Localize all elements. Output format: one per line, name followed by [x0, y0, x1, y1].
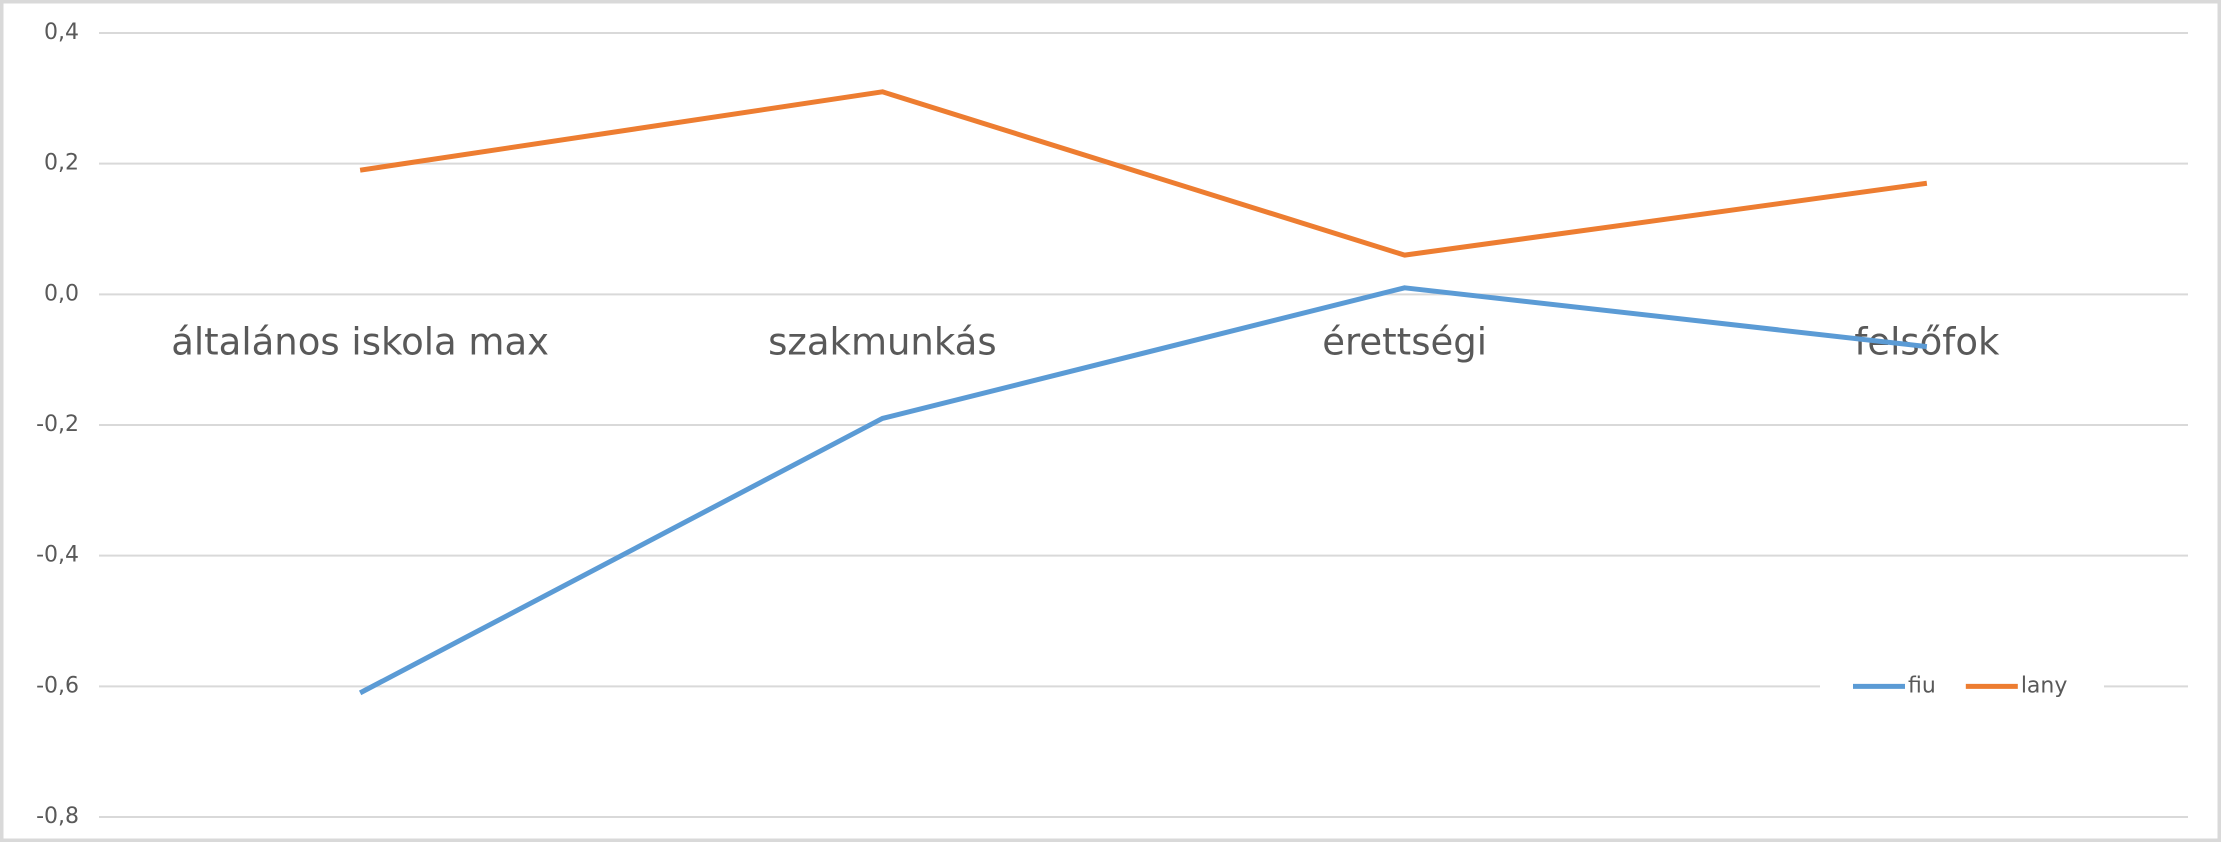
legend-label: fiu: [1908, 673, 1936, 698]
y-tick-label: 0,2: [44, 151, 79, 176]
x-tick-label: általános iskola max: [171, 321, 549, 364]
y-tick-label: -0,4: [36, 543, 79, 568]
y-tick-label: -0,2: [36, 412, 79, 437]
y-tick-label: 0,0: [44, 281, 79, 306]
legend-label: lany: [2021, 673, 2068, 698]
line-series: [358, 285, 1928, 696]
y-tick-label: 0,4: [44, 20, 79, 45]
legend: fiu lany: [1820, 668, 2104, 705]
y-tick-label: -0,6: [36, 673, 79, 698]
x-tick-label: érettségi: [1322, 321, 1487, 364]
line-series: [359, 89, 1928, 258]
y-tick-label: -0,8: [36, 804, 79, 829]
x-tick-label: szakmunkás: [768, 321, 996, 364]
